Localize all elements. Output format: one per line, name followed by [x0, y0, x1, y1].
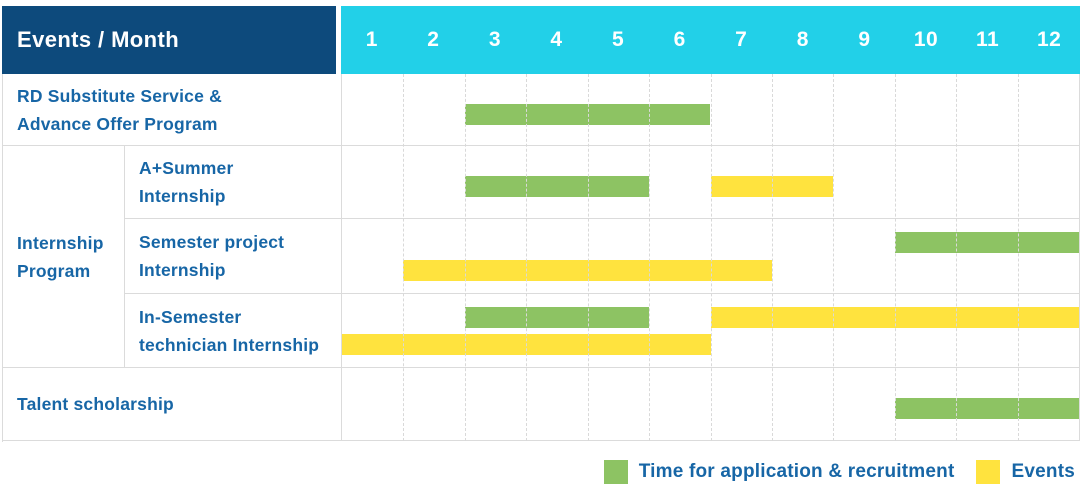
row-label-line: RD Substitute Service &	[17, 85, 222, 106]
month-gridline	[710, 74, 712, 441]
month-header-cell: 7	[735, 28, 748, 51]
month-header-cell: 11	[975, 28, 1000, 51]
legend: Time for application & recruitment Event…	[603, 456, 1075, 488]
legend-label-application: Time for application & recruitment	[638, 461, 955, 482]
month-gridline	[464, 74, 466, 441]
row-label-line: technician Internship	[139, 334, 320, 355]
row-label-line: Internship	[139, 186, 226, 206]
gantt-bar-application	[464, 307, 650, 328]
group-label-line: Program	[17, 260, 91, 281]
gantt-bar-application	[464, 176, 650, 197]
group-label-line: Internship	[17, 232, 104, 253]
row-label-rd-substitute-service: RD Substitute Service & Advance Offer Pr…	[3, 74, 342, 146]
row-label-line: In-Semester	[139, 306, 242, 327]
month-gridline	[649, 74, 651, 441]
month-header-cell: 1	[365, 28, 378, 51]
month-gridline	[526, 74, 528, 441]
month-gridline	[956, 74, 958, 441]
legend-swatch-green	[603, 460, 628, 484]
row-label-talent-scholarship: Talent scholarship	[3, 368, 342, 441]
month-header-cell: 4	[550, 28, 563, 51]
legend-item-application: Time for application & recruitment	[603, 460, 955, 484]
month-header-cell: 6	[673, 28, 686, 51]
month-gridline	[771, 74, 773, 441]
row-label-line: Semester project	[139, 232, 285, 252]
row-label-line: A+Summer	[139, 158, 234, 178]
month-gridline	[587, 74, 589, 441]
month-header-cell: 9	[858, 28, 871, 51]
month-header-cell: 10	[913, 28, 939, 51]
header-title: Events / Month	[17, 27, 180, 52]
group-label-internship-program: Internship Program	[3, 146, 125, 368]
row-label-a-plus-summer-internship: A+Summer Internship	[125, 146, 342, 219]
row-label-in-semester-technician-internship: In-Semester technician Internship	[125, 294, 342, 368]
month-header-cell: 12	[1036, 28, 1062, 51]
month-gridline	[403, 74, 405, 441]
gantt-bar-application	[894, 232, 1079, 253]
legend-label-events: Events	[1011, 461, 1075, 482]
row-label-line: Talent scholarship	[17, 394, 174, 414]
month-header-cell: 8	[796, 28, 809, 51]
legend-swatch-yellow	[976, 460, 1001, 484]
month-header-row: 1 2 3 4 5 6 7 8 9 10 11 12	[341, 6, 1080, 74]
gantt-bar-application	[894, 398, 1079, 419]
table-body: RD Substitute Service & Advance Offer Pr…	[2, 74, 1080, 442]
row-label-line: Internship	[139, 260, 226, 280]
row-label-line: Advance Offer Program	[17, 113, 218, 134]
table-header-cell: Events / Month	[2, 6, 336, 74]
chart-area	[342, 74, 1080, 441]
month-header-cell: 2	[427, 28, 440, 51]
month-gridline	[894, 74, 896, 441]
legend-item-events: Events	[976, 460, 1075, 484]
month-header-cell: 3	[488, 28, 502, 51]
month-gridline	[833, 74, 835, 441]
row-label-semester-project-internship: Semester project Internship	[125, 219, 342, 294]
month-header-cell: 5	[612, 28, 625, 51]
month-gridline	[1017, 74, 1019, 441]
